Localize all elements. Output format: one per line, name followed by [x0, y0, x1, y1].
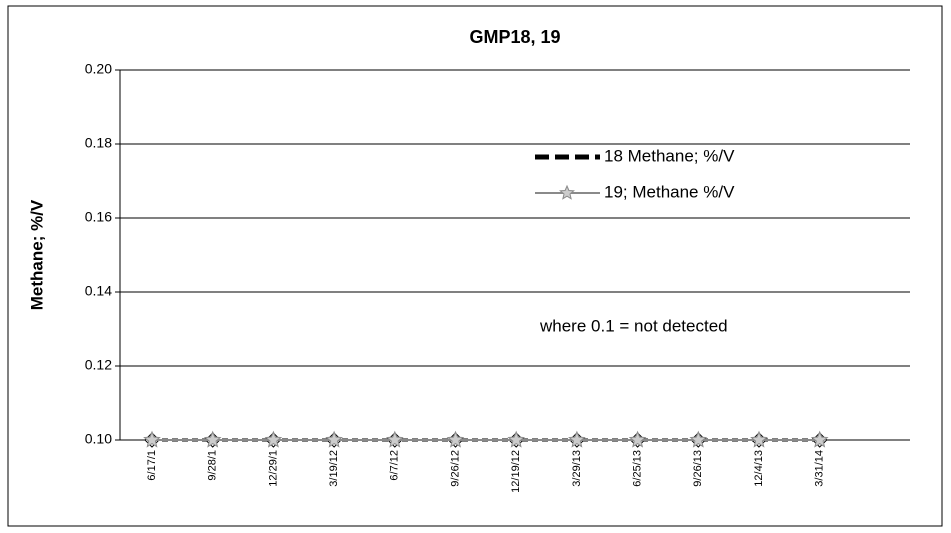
x-tick-label: 12/4/13: [753, 450, 765, 487]
marker: [446, 430, 465, 448]
x-tick-label: 9/28/1: [207, 450, 219, 481]
y-tick-label: 0.16: [85, 209, 112, 225]
legend-label: 18 Methane; %/V: [604, 146, 735, 165]
x-tick-label: 9/26/12: [449, 450, 461, 487]
marker: [264, 430, 283, 448]
marker: [143, 430, 161, 448]
marker: [810, 430, 829, 448]
marker: [750, 430, 768, 448]
y-axis-label: Methane; %/V: [27, 199, 46, 310]
x-tick-label: 9/26/13: [692, 450, 704, 487]
x-tick-label: 12/19/12: [510, 450, 522, 493]
y-tick-label: 0.14: [85, 283, 112, 299]
annotation: where 0.1 = not detected: [539, 316, 728, 335]
x-tick-label: 3/31/14: [814, 450, 826, 487]
y-tick-label: 0.20: [85, 61, 112, 77]
legend-label: 19; Methane %/V: [604, 182, 735, 201]
x-tick-label: 6/17/1: [146, 450, 158, 481]
marker: [203, 430, 222, 448]
y-tick-label: 0.12: [85, 357, 112, 373]
x-tick-label: 12/29/1: [267, 450, 279, 487]
x-tick-label: 6/25/13: [632, 450, 644, 487]
chart-title: GMP18, 19: [469, 27, 560, 47]
marker: [325, 430, 343, 448]
x-tick-label: 6/7/12: [389, 450, 401, 481]
marker: [628, 430, 647, 448]
marker: [385, 430, 404, 448]
x-tick-label: 3/29/13: [571, 450, 583, 487]
chart-border: [7, 5, 943, 527]
marker: [568, 430, 586, 448]
y-tick-label: 0.10: [85, 431, 112, 447]
marker: [689, 430, 708, 448]
y-tick-label: 0.18: [85, 135, 112, 151]
x-tick-label: 3/19/12: [328, 450, 340, 487]
marker: [507, 430, 526, 448]
legend-marker: [559, 184, 575, 200]
